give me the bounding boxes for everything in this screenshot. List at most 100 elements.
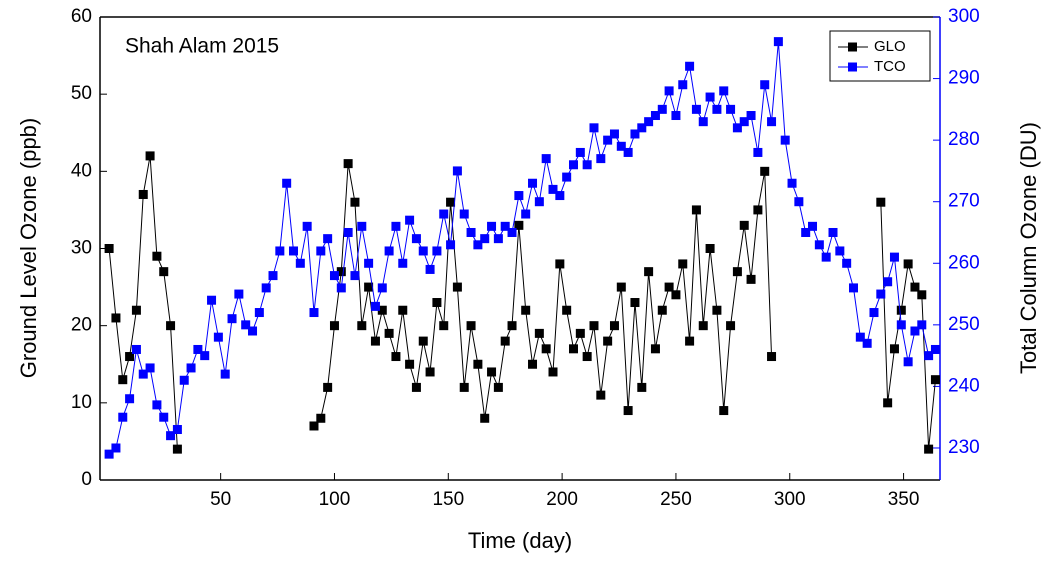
data-point xyxy=(418,246,428,256)
data-point xyxy=(370,336,380,346)
data-point xyxy=(794,197,804,207)
data-point xyxy=(364,282,374,292)
data-point xyxy=(876,289,886,299)
data-point xyxy=(732,267,742,277)
data-point xyxy=(466,321,476,331)
data-point xyxy=(398,258,408,268)
data-point xyxy=(889,344,899,354)
x-tick-label: 150 xyxy=(432,489,464,510)
data-point xyxy=(528,359,538,369)
data-point xyxy=(432,298,442,308)
data-point xyxy=(719,406,729,416)
data-point xyxy=(159,267,169,277)
data-point xyxy=(514,220,524,230)
data-point xyxy=(869,308,879,318)
data-point xyxy=(350,271,360,281)
data-point xyxy=(473,359,483,369)
data-point xyxy=(603,336,613,346)
data-point xyxy=(295,258,305,268)
data-point xyxy=(732,123,742,133)
data-point xyxy=(493,234,503,244)
y2-tick-label: 290 xyxy=(948,68,980,89)
data-point xyxy=(172,425,182,435)
data-point xyxy=(432,246,442,256)
data-point xyxy=(131,305,141,315)
data-point xyxy=(309,421,319,431)
data-point xyxy=(596,154,606,164)
data-point xyxy=(760,80,770,90)
data-point xyxy=(357,321,367,331)
data-point xyxy=(166,321,176,331)
data-point xyxy=(582,160,592,170)
data-point xyxy=(691,205,701,215)
data-point xyxy=(644,267,654,277)
data-point xyxy=(589,321,599,331)
data-point xyxy=(179,375,189,385)
data-point xyxy=(609,129,619,139)
data-point xyxy=(439,321,449,331)
data-point xyxy=(876,197,886,207)
data-point xyxy=(500,221,510,231)
data-point xyxy=(487,367,497,377)
data-point xyxy=(712,104,722,114)
data-point xyxy=(411,382,421,392)
y2-tick-label: 230 xyxy=(948,437,980,458)
data-point xyxy=(172,444,182,454)
data-point xyxy=(480,234,490,244)
data-point xyxy=(883,398,893,408)
data-point xyxy=(507,227,517,237)
data-point xyxy=(589,123,599,133)
data-point xyxy=(698,117,708,127)
data-point xyxy=(842,258,852,268)
data-point xyxy=(808,221,818,231)
data-point xyxy=(370,301,380,311)
data-point xyxy=(924,351,934,361)
data-point xyxy=(275,246,285,256)
data-point xyxy=(473,240,483,250)
data-point xyxy=(705,244,715,253)
data-point xyxy=(862,338,872,348)
data-point xyxy=(644,117,654,127)
data-point xyxy=(316,246,326,256)
data-point xyxy=(821,252,831,262)
data-point xyxy=(630,129,640,139)
y2-tick-label: 300 xyxy=(948,6,980,27)
data-point xyxy=(903,357,913,367)
y-tick-label: 40 xyxy=(71,160,92,181)
x-tick-label: 250 xyxy=(660,489,692,510)
data-point xyxy=(746,111,756,121)
data-point xyxy=(760,166,770,176)
data-point xyxy=(323,234,333,244)
data-point xyxy=(930,344,940,354)
data-point xyxy=(541,344,551,354)
data-point xyxy=(200,351,210,361)
data-point xyxy=(671,290,681,300)
data-point xyxy=(254,308,264,318)
data-point xyxy=(384,246,394,256)
y-tick-label: 10 xyxy=(71,392,92,413)
data-point xyxy=(220,369,230,379)
data-point xyxy=(152,400,162,410)
data-point xyxy=(131,344,141,354)
data-point xyxy=(384,328,394,338)
data-point xyxy=(698,321,708,331)
data-point xyxy=(111,313,121,323)
data-point xyxy=(343,227,353,237)
data-point xyxy=(678,80,688,90)
data-point xyxy=(753,147,763,157)
data-point xyxy=(555,191,565,201)
data-point xyxy=(186,363,196,373)
data-point xyxy=(452,282,462,292)
data-point xyxy=(343,159,353,169)
data-point xyxy=(138,369,148,379)
data-point xyxy=(377,305,387,315)
data-point xyxy=(568,160,578,170)
data-point xyxy=(562,305,572,315)
data-point xyxy=(609,321,619,331)
data-point xyxy=(152,251,162,261)
data-point xyxy=(596,390,606,400)
data-point xyxy=(917,290,927,300)
data-point xyxy=(241,320,251,330)
data-point xyxy=(405,359,415,369)
y-tick-label: 30 xyxy=(71,238,92,259)
